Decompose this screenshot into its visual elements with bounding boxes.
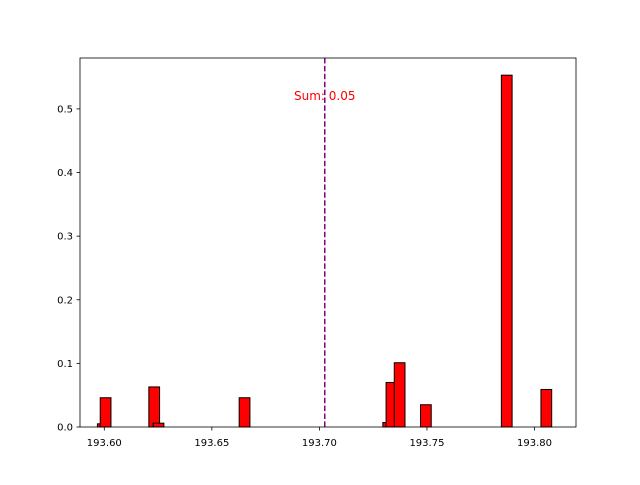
bar-9: [500, 74, 513, 428]
y-tick-label: 0.0: [57, 423, 73, 434]
bar-4: [238, 397, 251, 428]
axes-frame: [79, 57, 577, 428]
y-axis: 0.0 0.1 0.2 0.3 0.4 0.5: [57, 104, 80, 434]
bar-7: [393, 362, 406, 428]
x-tick-label: 193.80: [517, 438, 552, 449]
x-tick-label: 193.60: [87, 438, 122, 449]
bar-8: [419, 404, 432, 428]
sum-annotation: Sum: 0.05: [294, 89, 356, 103]
x-axis: 193.60 193.65 193.70 193.75 193.80: [87, 427, 552, 449]
bar-1: [99, 397, 112, 428]
y-tick-label: 0.3: [57, 232, 73, 243]
bar-2: [148, 386, 161, 428]
y-tick-label: 0.5: [57, 104, 73, 115]
y-tick-label: 0.2: [57, 295, 73, 306]
bar-10: [540, 388, 553, 428]
x-tick-label: 193.75: [409, 438, 444, 449]
bar-3: [152, 422, 165, 428]
x-tick-label: 193.70: [302, 438, 337, 449]
y-tick-label: 0.4: [57, 168, 73, 179]
y-tick-label: 0.1: [57, 359, 73, 370]
x-tick-label: 193.65: [194, 438, 229, 449]
